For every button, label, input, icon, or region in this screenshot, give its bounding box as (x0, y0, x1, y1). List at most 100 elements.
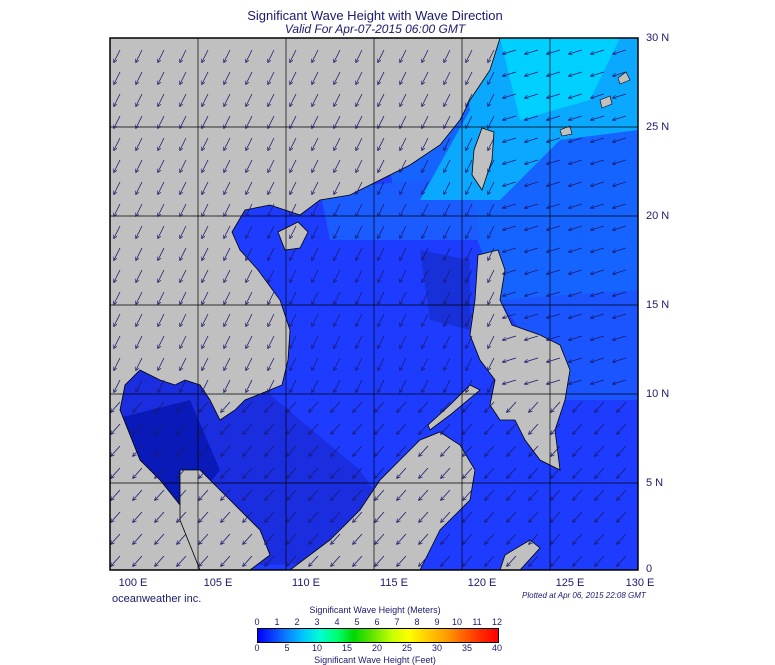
wave-direction-arrow (287, 467, 297, 478)
wave-direction-arrow (111, 555, 121, 566)
wave-direction-arrow (488, 247, 495, 260)
wave-direction-arrow (224, 291, 231, 304)
colorbar (257, 628, 499, 643)
wave-direction-arrow (158, 159, 165, 172)
wave-direction-arrow (613, 291, 627, 296)
wave-direction-arrow (444, 247, 451, 260)
wave-direction-arrow (400, 247, 407, 260)
wave-direction-arrow (353, 401, 363, 412)
wave-direction-arrow (202, 357, 209, 370)
colorbar-tick-feet: 10 (311, 643, 322, 653)
wave-direction-arrow (312, 379, 319, 392)
lon-label: 105 E (203, 577, 233, 589)
wave-direction-arrow (488, 203, 495, 216)
lat-label: 10 N (646, 388, 670, 400)
wave-direction-arrow (525, 247, 539, 252)
wave-direction-arrow (525, 291, 539, 296)
wave-direction-arrow (177, 489, 187, 500)
wave-direction-arrow (444, 159, 451, 172)
wave-direction-arrow (356, 49, 363, 62)
wave-direction-arrow (268, 49, 275, 62)
wave-direction-arrow (114, 357, 121, 370)
wave-direction-arrow (551, 533, 561, 544)
wave-direction-arrow (136, 291, 143, 304)
wave-direction-arrow (202, 71, 209, 84)
wave-direction-arrow (202, 225, 209, 238)
wave-direction-arrow (309, 533, 319, 544)
wave-direction-arrow (466, 49, 473, 62)
wave-direction-arrow (334, 269, 341, 282)
wave-direction-arrow (114, 379, 121, 392)
wave-direction-arrow (265, 533, 275, 544)
wave-direction-arrow (547, 137, 561, 142)
colorbar-tick-feet: 35 (461, 643, 472, 653)
wave-direction-arrow (375, 467, 385, 478)
wave-direction-arrow (422, 159, 429, 172)
wave-direction-arrow (290, 93, 297, 106)
wave-direction-arrow (114, 225, 121, 238)
wave-direction-arrow (419, 489, 429, 500)
wave-direction-arrow (331, 445, 341, 456)
wave-direction-arrow (613, 357, 627, 362)
wave-direction-arrow (529, 511, 539, 522)
wave-direction-arrow (569, 203, 583, 208)
wave-direction-arrow (334, 335, 341, 348)
wave-direction-arrow (287, 401, 297, 412)
wave-direction-arrow (463, 445, 473, 456)
wave-direction-arrow (573, 445, 583, 456)
wave-direction-arrow (485, 555, 495, 566)
wave-direction-arrow (331, 467, 341, 478)
wave-direction-arrow (312, 313, 319, 326)
wave-direction-arrow (111, 445, 121, 456)
wave-direction-arrow (136, 49, 143, 62)
wave-direction-arrow (287, 533, 297, 544)
wave-direction-arrow (375, 511, 385, 522)
wave-direction-arrow (334, 203, 341, 216)
wave-direction-arrow (246, 335, 253, 348)
wave-direction-arrow (177, 511, 187, 522)
wave-direction-arrow (397, 555, 407, 566)
wave-direction-arrow (419, 511, 429, 522)
wave-direction-arrow (400, 115, 407, 128)
wave-direction-arrow (444, 379, 451, 392)
colorbar-tick-feet: 20 (371, 643, 382, 653)
wave-direction-arrow (356, 379, 363, 392)
wave-direction-arrow (290, 225, 297, 238)
wave-direction-arrow (290, 335, 297, 348)
wave-direction-arrow (309, 489, 319, 500)
wave-direction-arrow (199, 467, 209, 478)
wave-direction-arrow (547, 225, 561, 230)
wave-direction-arrow (400, 313, 407, 326)
wave-direction-arrow (503, 93, 517, 98)
wave-direction-arrow (243, 445, 253, 456)
wave-direction-arrow (466, 335, 473, 348)
wave-direction-arrow (525, 49, 539, 54)
wave-direction-arrow (356, 247, 363, 260)
wave-direction-arrow (529, 401, 539, 412)
wave-direction-arrow (400, 203, 407, 216)
wave-direction-arrow (202, 335, 209, 348)
taiwan-island (471, 127, 495, 191)
wave-direction-arrow (312, 357, 319, 370)
wave-direction-arrow (569, 159, 583, 164)
wave-direction-arrow (595, 401, 605, 412)
wave-direction-arrow (290, 49, 297, 62)
wave-direction-arrow (375, 489, 385, 500)
wave-direction-arrow (444, 49, 451, 62)
wave-direction-arrow (547, 93, 561, 98)
wave-direction-arrow (224, 335, 231, 348)
wave-direction-arrow (246, 49, 253, 62)
wave-direction-arrow (353, 423, 363, 434)
wave-direction-arrow (312, 181, 319, 194)
wave-direction-arrow (136, 159, 143, 172)
wave-direction-arrow (485, 511, 495, 522)
wave-direction-arrow (485, 489, 495, 500)
wave-direction-arrow (375, 401, 385, 412)
wave-direction-arrow (551, 401, 561, 412)
palawan-island (427, 384, 481, 431)
wave-direction-arrow (136, 71, 143, 84)
wave-direction-arrow (265, 401, 275, 412)
wave-direction-arrow (224, 269, 231, 282)
wave-direction-arrow (397, 467, 407, 478)
wave-direction-arrow (136, 203, 143, 216)
